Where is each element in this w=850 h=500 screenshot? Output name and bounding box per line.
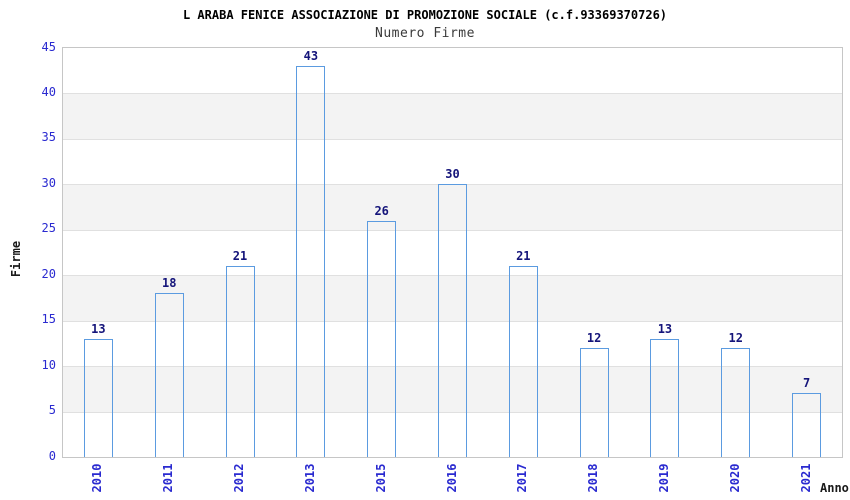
x-tick-label-2021: 2021 bbox=[798, 463, 813, 493]
gridline bbox=[63, 229, 842, 231]
bar-value-label-2017: 21 bbox=[516, 249, 531, 264]
bar-2010 bbox=[83, 338, 113, 457]
bar-2021 bbox=[792, 393, 822, 457]
grid-band bbox=[63, 229, 842, 276]
gridline bbox=[63, 320, 842, 322]
y-tick-label-15: 15 bbox=[41, 312, 56, 327]
bar-value-label-2018: 12 bbox=[586, 330, 602, 345]
grid-band bbox=[63, 93, 842, 139]
gridline bbox=[63, 366, 842, 368]
bar-2013 bbox=[296, 66, 326, 457]
grid-band bbox=[63, 138, 842, 185]
y-tick-label-25: 25 bbox=[41, 221, 56, 236]
bar-value-label-2019: 13 bbox=[657, 321, 673, 336]
bar-value-label-2021: 7 bbox=[802, 376, 811, 391]
x-tick-label-2017: 2017 bbox=[515, 463, 530, 493]
grid-band bbox=[63, 366, 842, 412]
grid-band bbox=[63, 275, 842, 321]
y-tick-label-45: 45 bbox=[41, 39, 56, 54]
y-tick-label-30: 30 bbox=[41, 175, 56, 190]
x-tick-label-2013: 2013 bbox=[302, 463, 317, 493]
bar-2016 bbox=[438, 184, 467, 457]
y-axis-title: Firme bbox=[9, 240, 23, 278]
bar-2011 bbox=[154, 293, 184, 457]
bar-value-label-2016: 30 bbox=[445, 167, 460, 182]
y-tick-label-5: 5 bbox=[48, 403, 56, 418]
gridline bbox=[63, 275, 842, 277]
bar-value-label-2010: 13 bbox=[91, 321, 106, 336]
x-tick-label-2011: 2011 bbox=[161, 463, 176, 493]
grid-band bbox=[63, 320, 842, 367]
bar-2018 bbox=[579, 347, 609, 457]
chart-title: L ARABA FENICE ASSOCIAZIONE DI PROMOZION… bbox=[182, 8, 668, 22]
gridline bbox=[63, 93, 842, 95]
bar-2015 bbox=[367, 220, 397, 457]
bar-2017 bbox=[508, 266, 538, 457]
bar-value-label-2013: 43 bbox=[303, 49, 319, 64]
bar-2012 bbox=[225, 266, 255, 457]
bar-value-label-2012: 21 bbox=[232, 249, 248, 264]
chart-subtitle: Numero Firme bbox=[375, 26, 475, 41]
bar-value-label-2011: 18 bbox=[161, 276, 177, 291]
bar-2020 bbox=[721, 347, 751, 457]
grid-band bbox=[63, 411, 842, 457]
x-tick-label-2019: 2019 bbox=[656, 463, 671, 493]
bar-value-label-2020: 12 bbox=[728, 330, 743, 345]
y-tick-label-10: 10 bbox=[41, 357, 56, 372]
x-tick-label-2015: 2015 bbox=[373, 463, 388, 493]
x-tick-label-2020: 2020 bbox=[727, 463, 742, 493]
gridline bbox=[63, 411, 842, 413]
plot-area: 13 18 21 43 26 30 21 12 13 12 7 bbox=[62, 47, 843, 458]
y-tick-label-0: 0 bbox=[48, 448, 56, 463]
y-tick-label-40: 40 bbox=[41, 84, 56, 99]
x-tick-label-2018: 2018 bbox=[586, 463, 601, 493]
bar-value-label-2015: 26 bbox=[374, 203, 389, 218]
bar-2019 bbox=[650, 338, 680, 457]
x-tick-label-2012: 2012 bbox=[232, 463, 247, 493]
x-tick-label-2016: 2016 bbox=[444, 463, 459, 493]
y-tick-label-35: 35 bbox=[41, 130, 56, 145]
x-axis-title: Anno bbox=[820, 481, 849, 495]
x-tick-label-2010: 2010 bbox=[90, 463, 105, 493]
grid-band bbox=[63, 184, 842, 230]
grid-band bbox=[63, 48, 842, 94]
y-tick-label-20: 20 bbox=[41, 266, 56, 281]
gridline bbox=[63, 138, 842, 140]
